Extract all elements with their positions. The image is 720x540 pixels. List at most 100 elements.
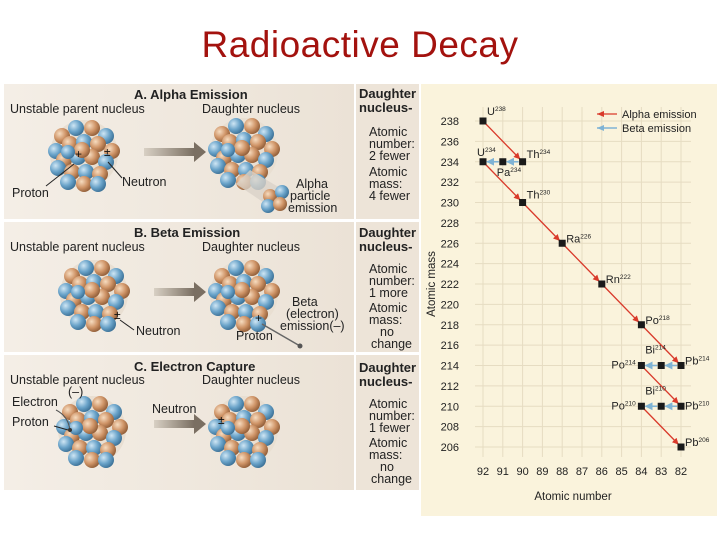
y-tick-label: 238 [441, 116, 459, 128]
x-axis-label: Atomic number [534, 491, 612, 503]
svg-text:±: ± [104, 145, 111, 159]
beta-arrow [154, 288, 194, 296]
alpha-side-panel [356, 84, 419, 219]
beta-side-7: mass: [369, 313, 402, 327]
capture-side-2: nucleus- [359, 374, 412, 389]
beta-label-3: emission(–) [280, 319, 345, 333]
x-tick-label: 89 [536, 466, 548, 478]
beta-label-2: (electron) [286, 307, 339, 321]
alpha-decay-arrow [485, 164, 521, 201]
legend-alpha-label: Alpha emission [622, 109, 697, 121]
beta-side-1: Daughter [359, 225, 416, 240]
capture-side-4: number: [369, 409, 415, 423]
capture-heading: C. Electron Capture [134, 359, 255, 374]
alpha-parent-label: Unstable parent nucleus [10, 102, 145, 116]
y-tick-label: 222 [441, 279, 459, 291]
nuclide-marker-po210 [637, 402, 645, 410]
legend-alpha-arrowhead [597, 111, 604, 117]
alpha-decay-arrow [524, 204, 560, 241]
capture-electron-charge: (–) [68, 385, 83, 399]
nuclide-label-pb214: Pb214 [685, 356, 710, 368]
alpha-side-4: number: [369, 137, 415, 151]
beta-daughter-label: Daughter nucleus [202, 240, 300, 254]
nuclide-label-bi210: Bi210 [645, 385, 666, 397]
capture-parent-label: Unstable parent nucleus [10, 373, 145, 387]
capture-side-6: Atomic [369, 436, 407, 450]
beta-label-1: Beta [292, 295, 318, 309]
capture-proton-label: Proton [12, 415, 49, 429]
beta-neutron-label: Neutron [136, 324, 181, 338]
y-tick-label: 210 [441, 401, 459, 413]
alpha-proton-label: Proton [12, 186, 49, 200]
capture-side-7: mass: [369, 448, 402, 462]
y-tick-label: 214 [441, 361, 459, 373]
y-tick-label: 232 [441, 177, 459, 189]
x-tick-label: 91 [497, 466, 509, 478]
alpha-side-6: Atomic [369, 165, 407, 179]
beta-side-8: no [380, 325, 394, 339]
alpha-side-7: mass: [369, 177, 402, 191]
alpha-decay-arrow [604, 286, 640, 323]
decay-types-illustration: A. Alpha Emission Unstable parent nucleu… [4, 84, 419, 490]
legend-beta-label: Beta emission [622, 123, 691, 135]
nuclide-marker-pa234 [499, 158, 507, 166]
nuclide-label-po210: Po210 [611, 400, 636, 412]
svg-text:±: ± [218, 413, 225, 427]
nuclide-marker-bi214 [657, 362, 665, 369]
beta-side-9: change [371, 337, 412, 351]
svg-text:+: + [75, 147, 82, 161]
beta-side-panel [356, 222, 419, 352]
nuclide-marker-th234 [519, 158, 527, 166]
alpha-side-8: 4 fewer [369, 189, 410, 203]
capture-side-1: Daughter [359, 360, 416, 375]
nuclide-marker-u234 [479, 158, 487, 166]
y-tick-label: 230 [441, 198, 459, 210]
decay-arrows [485, 123, 679, 445]
y-tick-label: 212 [441, 381, 459, 393]
y-tick-label: 234 [441, 157, 459, 169]
alpha-decay-arrow [643, 327, 679, 364]
x-tick-label: 92 [477, 466, 489, 478]
x-tick-label: 87 [576, 466, 588, 478]
nuclide-marker-po214 [637, 362, 645, 369]
y-tick-label: 226 [441, 238, 459, 250]
nuclide-label-pb206: Pb206 [685, 437, 710, 449]
beta-side-5: 1 more [369, 286, 408, 300]
alpha-decay-arrow [485, 123, 521, 160]
nuclide-label-th234: Th234 [527, 149, 551, 161]
nuclide-label-bi214: Bi214 [645, 345, 666, 357]
nuclide-label-u234: U234 [477, 147, 496, 159]
capture-daughter-label: Daughter nucleus [202, 373, 300, 387]
alpha-decay-arrow [643, 367, 679, 404]
y-tick-label: 218 [441, 320, 459, 332]
x-tick-label: 90 [516, 466, 528, 478]
alpha-daughter-label: Daughter nucleus [202, 102, 300, 116]
beta-side-6: Atomic [369, 301, 407, 315]
capture-side-5: 1 fewer [369, 421, 410, 435]
x-tick-label: 86 [596, 466, 608, 478]
nuclide-marker-rn222 [598, 280, 606, 288]
legend-beta-arrowhead [597, 125, 604, 131]
capture-arrow [154, 420, 194, 428]
nuclide-label-pb210: Pb210 [685, 400, 710, 412]
legend: Alpha emission Beta emission [597, 109, 697, 135]
capture-neutron-label: Neutron [152, 402, 197, 416]
alpha-side-1: Daughter [359, 86, 416, 101]
alpha-decay-arrow [564, 245, 600, 282]
alpha-particle-label-3: emission [288, 201, 337, 215]
alpha-particle-label-1: Alpha [296, 177, 328, 191]
nuclide-marker-u238 [479, 117, 487, 125]
beta-side-2: nucleus- [359, 239, 412, 254]
alpha-side-3: Atomic [369, 125, 407, 139]
x-tick-label: 82 [675, 466, 687, 478]
y-tick-label: 228 [441, 218, 459, 230]
alpha-heading: A. Alpha Emission [134, 87, 248, 102]
capture-side-9: change [371, 472, 412, 486]
x-tick-label: 88 [556, 466, 568, 478]
y-tick-label: 206 [441, 442, 459, 454]
nuclide-marker-th230 [519, 199, 527, 206]
nuclide-marker-pb214 [677, 362, 685, 369]
alpha-side-5: 2 fewer [369, 149, 410, 163]
capture-side-8: no [380, 460, 394, 474]
beta-proton-label: Proton [236, 329, 273, 343]
